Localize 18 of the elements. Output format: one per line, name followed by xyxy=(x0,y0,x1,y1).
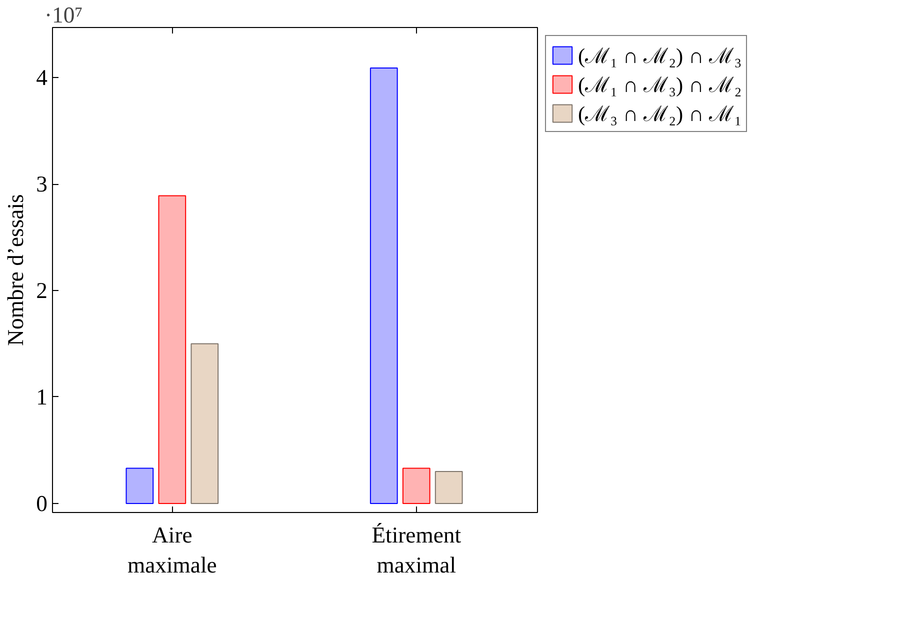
x-tick-label: Étirement maximal xyxy=(372,522,462,578)
bar xyxy=(370,67,398,504)
bar xyxy=(126,468,154,504)
legend-label: (ℳ₁ ∩ ℳ₃) ∩ ℳ₂ xyxy=(578,72,742,98)
bar xyxy=(402,468,430,504)
legend-label: (ℳ₁ ∩ ℳ₂) ∩ ℳ₃ xyxy=(578,43,742,69)
y-axis-title: Nombre d’essais xyxy=(3,194,28,346)
bar xyxy=(190,343,219,504)
bar xyxy=(158,195,186,504)
bar xyxy=(434,471,463,504)
y-tick-label: 2 xyxy=(36,278,48,303)
y-tick-label: 0 xyxy=(36,490,48,516)
legend-label: (ℳ₃ ∩ ℳ₂) ∩ ℳ₁ xyxy=(578,101,742,127)
text: ·10⁷ xyxy=(44,2,83,28)
x-tick-label: Aire maximale xyxy=(127,522,217,578)
y-tick-label: 3 xyxy=(36,172,48,197)
y-tick-label: 1 xyxy=(36,384,48,410)
y-tick-label: 4 xyxy=(36,65,48,90)
